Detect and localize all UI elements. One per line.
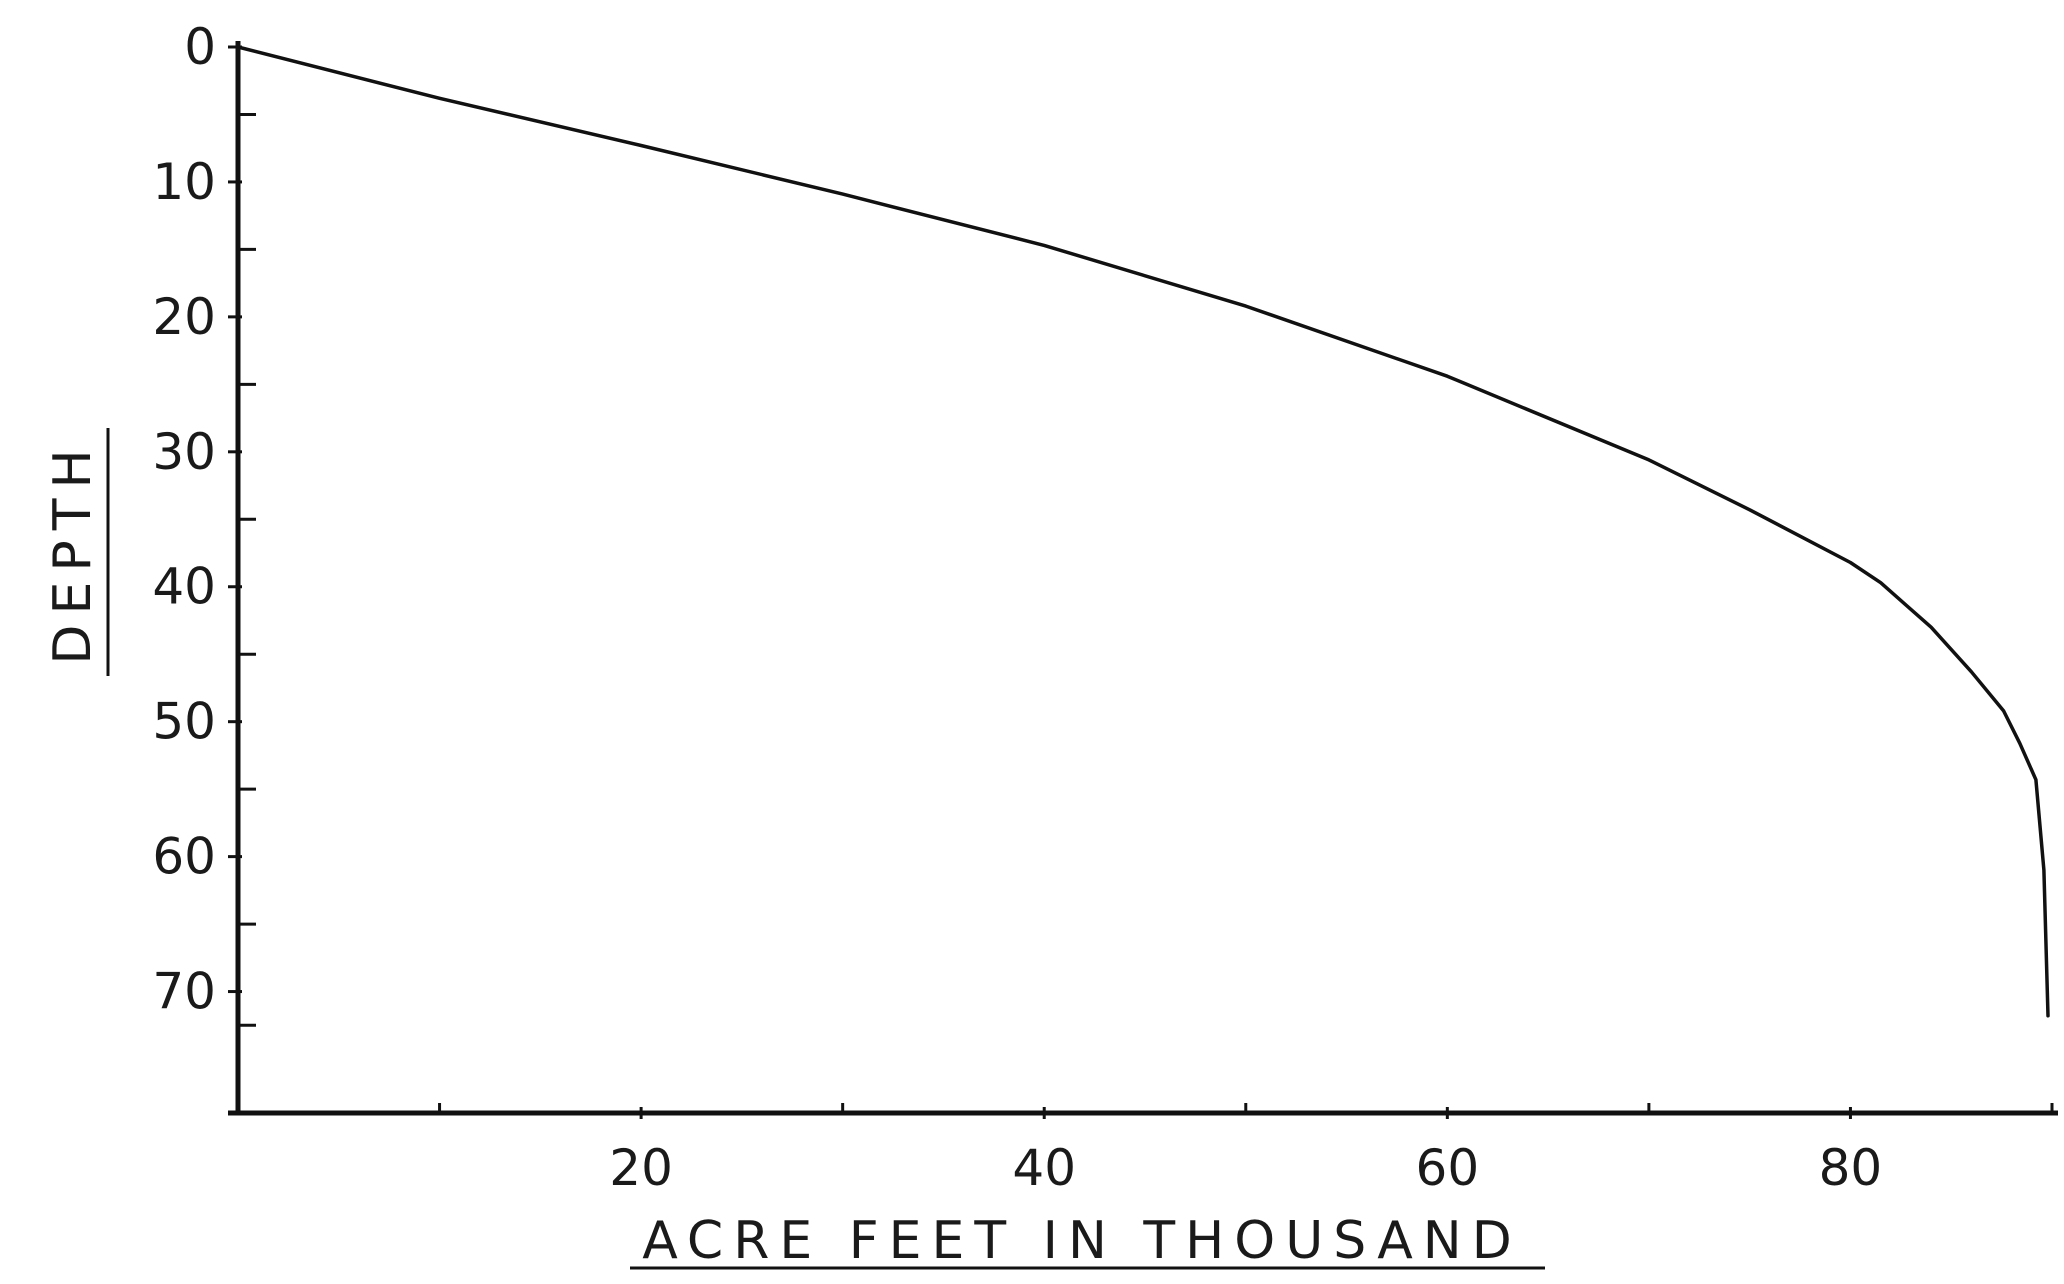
x-axis-title: ACRE FEET IN THOUSAND [642,1211,1522,1271]
y-tick-label: 10 [152,153,216,211]
depth-capacity-curve [236,45,2050,1018]
y-axis: 0 10 20 30 40 50 60 70 [152,18,256,1113]
x-tick-label: 80 [1819,1139,1883,1197]
y-axis-ticks: 0 10 20 30 40 50 60 70 [152,18,256,1027]
x-axis-ticks: 20 40 60 80 [438,1103,2054,1197]
y-tick-label: 70 [152,963,216,1021]
series-group [236,45,2050,1018]
y-tick-label: 20 [152,288,216,346]
y-tick-label: 50 [152,693,216,751]
x-tick-label: 40 [1012,1139,1076,1197]
x-tick-label: 20 [609,1139,673,1197]
y-axis-title: DEPTH [43,439,103,664]
x-axis: 20 40 60 80 [228,1103,2058,1197]
y-tick-label: 0 [184,18,216,76]
y-tick-label: 40 [152,558,216,616]
x-tick-label: 60 [1416,1139,1480,1197]
y-tick-label: 60 [152,828,216,886]
y-tick-label: 30 [152,423,216,481]
